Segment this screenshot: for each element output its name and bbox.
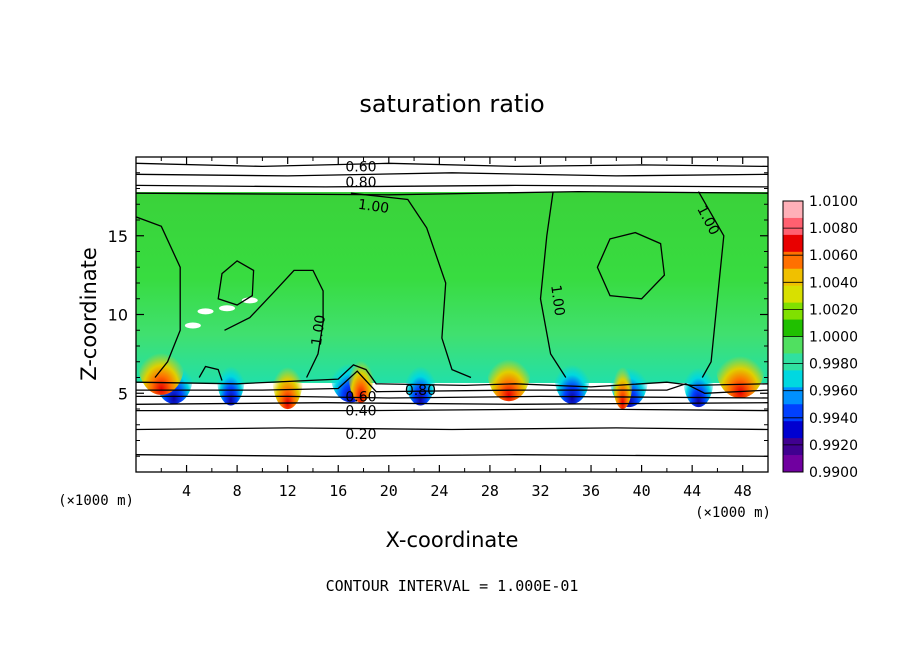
contour-line-lower — [136, 408, 768, 412]
warm-anomaly — [716, 338, 765, 399]
colorbar-label: 1.0100 — [809, 194, 858, 210]
contour-line-upper — [136, 190, 768, 196]
contour-label: 0.80 — [405, 383, 436, 399]
colorbar-label: 1.0060 — [809, 248, 858, 264]
warm-anomaly — [612, 349, 633, 410]
y-tick-label: 10 — [108, 306, 128, 325]
x-tick-label: 8 — [233, 482, 242, 500]
contour-line-upper — [136, 184, 768, 188]
colorbar-label: 1.0080 — [809, 221, 858, 237]
warm-anomaly — [138, 334, 185, 395]
colorbar-swatch — [783, 353, 803, 371]
colorbar-label: 0.9980 — [809, 357, 858, 373]
x-tick-label: 44 — [683, 482, 701, 500]
colorbar-swatch — [783, 251, 803, 270]
x-tick-label: 20 — [380, 482, 398, 500]
x-axis: 4 8 12 16 20 24 28 32 36 40 44 48 — [160, 157, 752, 500]
y-tick-label: 15 — [108, 227, 128, 246]
contour-line-1-00 — [224, 269, 324, 378]
contour-label: 1.00 — [357, 197, 390, 217]
contour-line-upper — [136, 162, 768, 168]
cold-anomaly — [554, 347, 590, 404]
colorbar-swatch — [783, 387, 803, 405]
colorbar-label: 1.0040 — [809, 275, 858, 291]
colorbar-swatch — [783, 421, 803, 439]
y-axis: 5 10 15 — [108, 172, 768, 457]
chart-title: saturation ratio — [359, 90, 544, 118]
warm-anomaly — [348, 342, 374, 403]
contour-line-1-00 — [350, 192, 472, 379]
x-tick-label: 12 — [279, 482, 297, 500]
colorbar-label: 0.9900 — [809, 465, 858, 481]
contour-line-0-60 — [136, 370, 768, 394]
contour-line-0-80 — [136, 364, 768, 388]
colorbar-swatch — [783, 438, 803, 456]
contour-interval-note: CONTOUR INTERVAL = 1.000E-01 — [326, 577, 579, 595]
colorbar-label: 1.0020 — [809, 302, 858, 318]
y-tick-label: 5 — [118, 384, 128, 403]
colorbar-swatch — [783, 217, 803, 236]
colorbar-swatch — [783, 404, 803, 422]
x-tick-label: 40 — [633, 482, 651, 500]
contour-label: 0.40 — [345, 404, 376, 420]
contour-line-1-00 — [217, 260, 255, 306]
warm-anomaly — [487, 341, 531, 402]
warm-anomaly — [272, 349, 303, 410]
colorbar-swatch — [783, 370, 803, 388]
contour-line-1-00 — [539, 191, 567, 378]
dry-patch — [219, 305, 236, 312]
contour-line-1-00 — [198, 365, 223, 381]
colorbar-swatch — [783, 302, 803, 321]
colorbar-swatch — [783, 285, 803, 304]
contour-label: 1.00 — [309, 314, 329, 347]
x-tick-label: 36 — [582, 482, 600, 500]
dry-patch — [184, 322, 201, 329]
contour-label: 0.80 — [345, 175, 376, 191]
dry-patch — [197, 308, 214, 315]
x-tick-label: 4 — [182, 482, 191, 500]
x-unit-label: (×1000 m) — [695, 505, 771, 521]
contour-line-0-40 — [136, 402, 768, 405]
colorbar-swatch — [783, 336, 803, 354]
plot-area: 0.600.801.001.001.001.000.800.600.400.20 — [136, 159, 768, 457]
contour-labels: 0.600.801.001.001.001.000.800.600.400.20 — [309, 159, 722, 443]
colorbar-label: 1.0000 — [809, 330, 858, 346]
y-axis-label: Z-coordinate — [77, 247, 101, 381]
contour-label: 0.60 — [345, 389, 376, 405]
z-unit-label: (×1000 m) — [58, 493, 134, 509]
contour-line-upper — [136, 172, 768, 177]
colorbar-label: 0.9960 — [809, 384, 858, 400]
x-tick-label: 48 — [734, 482, 752, 500]
x-tick-label: 28 — [481, 482, 499, 500]
colorbar-swatch — [783, 201, 803, 219]
x-tick-label: 16 — [329, 482, 347, 500]
contour-label: 0.60 — [345, 159, 376, 175]
colorbar-label: 0.9940 — [809, 411, 858, 427]
x-tick-label: 32 — [531, 482, 549, 500]
colorbar-swatch — [783, 268, 803, 287]
contour-label: 1.00 — [547, 284, 567, 317]
contour-line-1-00 — [697, 191, 725, 378]
field-background — [136, 192, 768, 383]
colorbar-swatch — [783, 455, 803, 473]
contour-line-0-20 — [136, 427, 768, 431]
contour-line-lower — [136, 395, 768, 399]
cold-anomaly — [683, 351, 714, 408]
x-axis-label: X-coordinate — [386, 528, 519, 552]
colorbar-label: 0.9920 — [809, 438, 858, 454]
cold-anomaly — [216, 349, 245, 406]
contour-lines — [136, 162, 768, 457]
dry-patch — [241, 297, 258, 304]
colorbar: 1.0100 1.0080 1.0060 1.0040 1.0020 1.0000 0.99… — [782, 194, 858, 481]
contour-label: 0.20 — [345, 427, 376, 443]
colorbar-swatch — [783, 234, 803, 253]
colorbar-swatch — [783, 319, 803, 337]
contour-line-lower — [136, 454, 768, 457]
contour-line-1-00 — [596, 231, 666, 300]
contour-line-1-00 — [136, 216, 181, 378]
x-tick-label: 24 — [430, 482, 448, 500]
